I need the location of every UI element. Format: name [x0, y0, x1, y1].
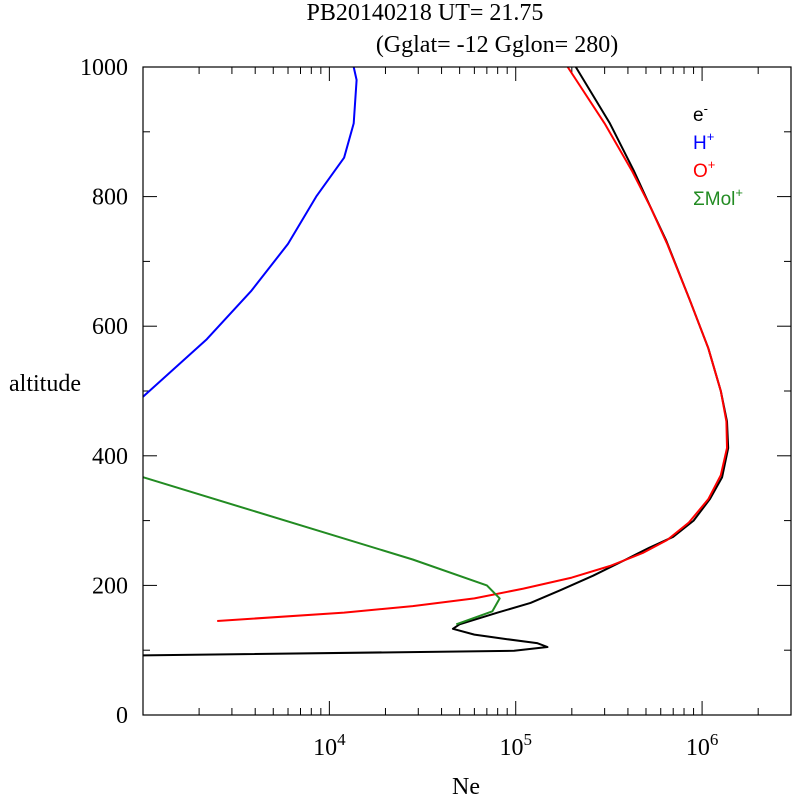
legend-entry: O+ [693, 157, 715, 182]
y-tick-label: 800 [92, 185, 128, 211]
y-axis-label: altitude [9, 371, 81, 397]
y-tick-label: 0 [116, 703, 128, 729]
series-line-mol [142, 476, 501, 626]
series-line-o [217, 66, 728, 622]
data-series [142, 66, 730, 657]
chart-title-line-1: PB20140218 UT= 21.75 [307, 0, 544, 26]
legend-entry: e- [693, 101, 708, 126]
x-tick-labels: 104 105 106 [313, 730, 718, 761]
y-tick-label: 400 [92, 444, 128, 470]
y-tick-labels: 0 200 400 600 800 1000 [80, 55, 128, 729]
y-tick-label: 200 [92, 573, 128, 599]
legend: e- H+ O+ ΣMol+ [693, 101, 743, 210]
legend-entry: ΣMol+ [693, 185, 743, 210]
x-axis-label: Ne [452, 774, 480, 796]
y-tick-label: 1000 [80, 55, 128, 81]
series-line-h [142, 66, 358, 398]
y-tick-label: 600 [92, 314, 128, 340]
x-tick-label: 105 [499, 730, 532, 761]
legend-entry: H+ [693, 129, 714, 154]
x-tick-label: 104 [313, 730, 346, 761]
chart-title-line-2: (Gglat= -12 Gglon= 280) [376, 32, 618, 58]
x-tick-label: 106 [686, 730, 719, 761]
plot-frame [142, 66, 792, 716]
